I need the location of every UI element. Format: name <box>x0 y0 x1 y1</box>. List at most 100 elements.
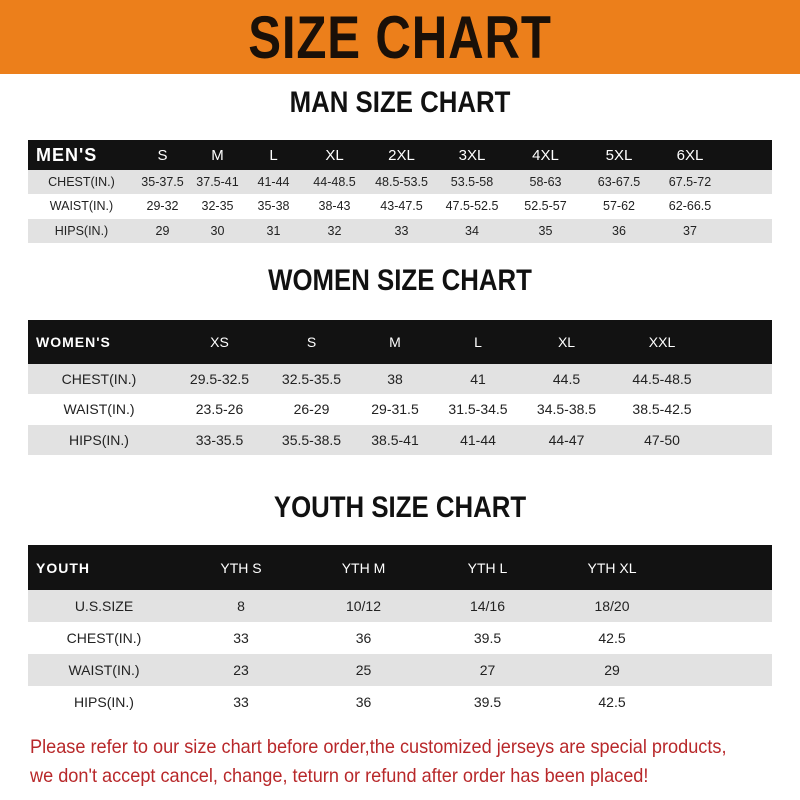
measurement-cell: 62-66.5 <box>668 199 712 214</box>
size-header: XS <box>210 334 229 350</box>
measurement-cell: 29 <box>604 662 620 678</box>
measurement-cell: 26-29 <box>293 401 330 418</box>
measurement-cell: 29-32 <box>146 199 179 214</box>
table-row: CHEST(IN.) 29.5-32.5 32.5-35.5 38 41 44.5 44.5… <box>28 364 772 395</box>
measurement-cell: 32-35 <box>201 199 234 214</box>
measurement-cell: 37.5-41 <box>196 175 239 190</box>
size-header: YTH M <box>341 559 386 576</box>
row-label: U.S.SIZE <box>74 598 134 614</box>
measurement-cell: 29 <box>155 223 170 238</box>
measurement-cell: 33-35.5 <box>195 431 244 448</box>
size-header: XL <box>325 146 344 164</box>
measurement-cell: 44.5 <box>552 371 581 388</box>
measurement-cell: 39.5 <box>473 694 502 710</box>
size-header: L <box>269 146 278 164</box>
measurement-cell: 8 <box>237 598 245 614</box>
size-header: 4XL <box>532 146 559 164</box>
men-size-table: MEN'S S M L XL 2XL 3XL 4XL 5XL 6XL CHEST(IN.) 35-37… <box>28 140 772 243</box>
size-header: S <box>306 334 317 350</box>
row-label: WAIST(IN.) <box>68 662 140 678</box>
measurement-cell: 58-63 <box>529 175 562 190</box>
measurement-cell: 36 <box>612 223 626 238</box>
size-header: S <box>157 146 168 164</box>
measurement-cell: 29-31.5 <box>371 401 419 418</box>
measurement-cell: 42.5 <box>598 694 626 710</box>
measurement-cell: 35-38 <box>257 199 290 214</box>
table-header-label: MEN'S <box>36 144 98 165</box>
size-header: L <box>474 334 482 350</box>
measurement-cell: 31 <box>266 223 281 238</box>
row-label: HIPS(IN.) <box>54 223 109 238</box>
measurement-cell: 47.5-52.5 <box>445 199 499 214</box>
page-title: SIZE CHART <box>248 3 552 71</box>
measurement-cell: 48.5-53.5 <box>375 175 428 190</box>
measurement-cell: 53.5-58 <box>450 175 494 190</box>
measurement-cell: 33 <box>233 630 249 646</box>
measurement-cell: 31.5-34.5 <box>448 401 508 418</box>
measurement-cell: 52.5-57 <box>524 199 567 214</box>
measurement-cell: 41-44 <box>257 175 290 190</box>
row-label: WAIST(IN.) <box>49 199 114 214</box>
table-row: HIPS(IN.) 33 36 39.5 42.5 <box>28 686 772 718</box>
table-header-label: WOMEN'S <box>36 334 111 350</box>
size-header: YTH S <box>220 559 262 576</box>
size-header: M <box>389 334 401 350</box>
order-note-line-2: we don't accept cancel, change, teturn o… <box>30 765 649 787</box>
measurement-cell: 34.5-38.5 <box>536 401 597 418</box>
youth-size-table: YOUTH YTH S YTH M YTH L YTH XL U.S.SIZE 8 10/12… <box>28 545 772 718</box>
measurement-cell: 44.5-48.5 <box>632 371 692 388</box>
measurement-cell: 33 <box>233 694 249 710</box>
measurement-cell: 32.5-35.5 <box>281 371 342 388</box>
measurement-cell: 29.5-32.5 <box>189 371 250 388</box>
table-header-row: WOMEN'S XS S M L XL XXL <box>28 320 772 364</box>
measurement-cell: 25 <box>355 662 372 678</box>
measurement-cell: 10/12 <box>345 598 382 614</box>
measurement-cell: 39.5 <box>473 630 502 646</box>
measurement-cell: 23 <box>233 662 249 678</box>
table-row: WAIST(IN.) 23 25 27 29 <box>28 654 772 686</box>
table-row: HIPS(IN.) 33-35.5 35.5-38.5 38.5-41 41-44 44-… <box>28 424 772 455</box>
table-row: CHEST(IN.) 35-37.5 37.5-41 41-44 44-48.5 48.5… <box>28 170 772 195</box>
measurement-cell: 44-48.5 <box>313 175 356 190</box>
measurement-cell: 42.5 <box>598 630 626 646</box>
measurement-cell: 23.5-26 <box>195 401 244 418</box>
table-header-label: YOUTH <box>36 559 90 576</box>
row-label: HIPS(IN.) <box>74 694 134 710</box>
measurement-cell: 47-50 <box>644 431 680 448</box>
table-row: U.S.SIZE 8 10/12 14/16 18/20 <box>28 590 772 622</box>
measurement-cell: 33 <box>394 223 409 238</box>
measurement-cell: 35.5-38.5 <box>281 431 342 448</box>
measurement-cell: 36 <box>355 694 372 710</box>
table-header-row: MEN'S S M L XL 2XL 3XL 4XL 5XL 6XL <box>28 140 772 170</box>
measurement-cell: 34 <box>465 223 479 238</box>
measurement-cell: 41-44 <box>460 431 496 448</box>
size-header: 5XL <box>605 146 633 164</box>
row-label: HIPS(IN.) <box>69 431 129 448</box>
row-label: WAIST(IN.) <box>63 401 135 418</box>
size-header: M <box>211 146 224 164</box>
measurement-cell: 38.5-41 <box>371 431 419 448</box>
measurement-cell: 57-62 <box>603 199 635 214</box>
measurement-cell: 35-37.5 <box>141 175 184 190</box>
women-section-title: WOMEN SIZE CHART <box>268 264 532 297</box>
measurement-cell: 38 <box>387 371 403 388</box>
size-header: YTH L <box>467 559 508 576</box>
women-size-table: WOMEN'S XS S M L XL XXL CHEST(IN.) 29.5-32.5 32.5… <box>28 320 772 455</box>
measurement-cell: 63-67.5 <box>597 175 641 190</box>
size-header: 3XL <box>458 146 486 164</box>
table-row: CHEST(IN.) 33 36 39.5 42.5 <box>28 622 772 654</box>
measurement-cell: 14/16 <box>469 598 506 614</box>
measurement-cell: 30 <box>210 223 225 238</box>
measurement-cell: 18/20 <box>594 598 630 614</box>
size-header: XXL <box>648 334 676 350</box>
measurement-cell: 36 <box>355 630 372 646</box>
men-section-title: MAN SIZE CHART <box>289 86 511 119</box>
measurement-cell: 44-47 <box>548 431 585 448</box>
row-label: CHEST(IN.) <box>66 630 142 646</box>
measurement-cell: 38.5-42.5 <box>632 401 692 418</box>
measurement-cell: 27 <box>479 662 496 678</box>
measurement-cell: 32 <box>327 223 342 238</box>
measurement-cell: 41 <box>470 371 486 388</box>
measurement-cell: 37 <box>683 223 697 238</box>
size-header: 2XL <box>388 146 415 164</box>
